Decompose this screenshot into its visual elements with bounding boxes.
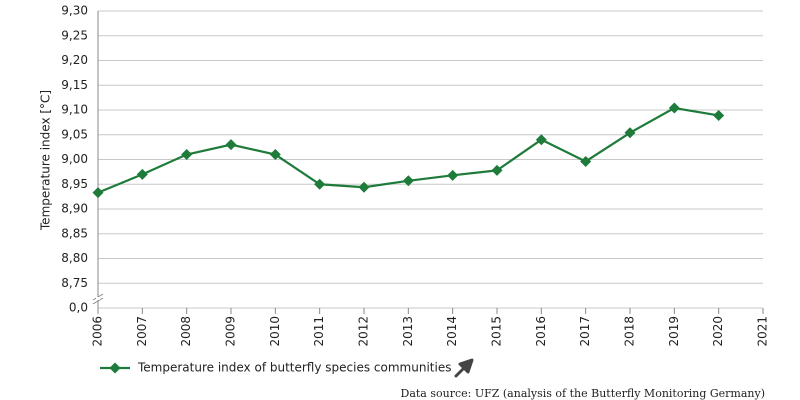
- x-tick-label: 2009: [224, 316, 238, 347]
- data-point: [269, 149, 281, 161]
- data-point: [181, 149, 193, 161]
- arrow-icon: [454, 358, 474, 378]
- x-tick-label: 2016: [534, 316, 548, 347]
- data-point: [580, 155, 592, 167]
- data-point: [402, 175, 414, 187]
- x-tick-label: 2012: [357, 316, 371, 347]
- y-tick-label: 9,15: [61, 78, 88, 92]
- x-tick-label: 2007: [135, 316, 149, 347]
- y-tick-label: 8,95: [61, 177, 88, 191]
- x-tick-label: 2008: [179, 316, 193, 347]
- data-point: [136, 168, 148, 180]
- data-point: [92, 187, 104, 199]
- y-tick-label: 0,0: [69, 301, 88, 315]
- y-tick-label: 9,00: [61, 152, 88, 166]
- x-tick-label: 2020: [711, 316, 725, 347]
- y-tick-label: 9,20: [61, 53, 88, 67]
- y-tick-label: 8,75: [61, 276, 88, 290]
- x-tick-label: 2015: [490, 316, 504, 347]
- data-point: [668, 102, 680, 114]
- data-point: [314, 178, 326, 190]
- source-note: Data source: UFZ (analysis of the Butter…: [401, 387, 766, 400]
- axis-break-gap: [96, 297, 100, 300]
- legend-marker: [109, 362, 121, 374]
- data-point: [447, 169, 459, 181]
- data-point: [491, 164, 503, 176]
- y-tick-label: 9,25: [61, 28, 88, 42]
- y-tick-label: 9,10: [61, 103, 88, 117]
- x-tick-label: 2017: [578, 316, 592, 347]
- data-point: [358, 181, 370, 193]
- x-tick-label: 2006: [91, 316, 105, 347]
- x-tick-label: 2021: [756, 316, 770, 347]
- y-axis-label: Temperature index [°C]: [39, 90, 53, 231]
- legend-label: Temperature index of butterfly species c…: [137, 361, 451, 375]
- y-tick-label: 9,30: [61, 4, 88, 18]
- data-point: [225, 139, 237, 151]
- y-tick-label: 9,05: [61, 127, 88, 141]
- x-tick-label: 2014: [445, 316, 459, 347]
- data-point: [624, 127, 636, 139]
- x-tick-label: 2011: [312, 316, 326, 347]
- x-tick-label: 2018: [623, 316, 637, 347]
- y-tick-label: 8,80: [61, 251, 88, 265]
- y-tick-label: 8,85: [61, 226, 88, 240]
- x-tick-label: 2010: [268, 316, 282, 347]
- data-point: [713, 109, 725, 121]
- x-tick-label: 2019: [667, 316, 681, 347]
- data-point: [535, 134, 547, 146]
- y-tick-label: 8,90: [61, 202, 88, 216]
- x-tick-label: 2013: [401, 316, 415, 347]
